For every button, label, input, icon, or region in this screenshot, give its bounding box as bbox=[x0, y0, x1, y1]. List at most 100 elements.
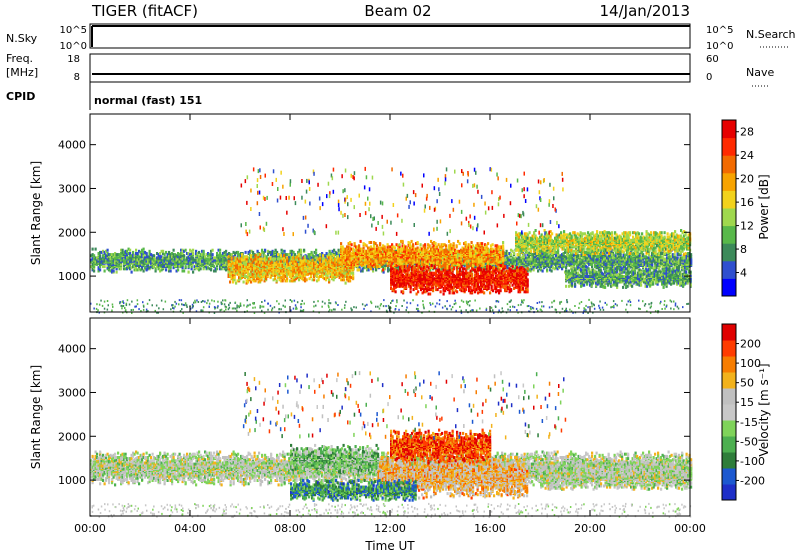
power-cell bbox=[333, 248, 336, 252]
power-cell bbox=[570, 254, 573, 258]
power-cell bbox=[612, 260, 615, 264]
power-cell bbox=[139, 257, 142, 261]
power-cell bbox=[99, 268, 102, 272]
power-cell bbox=[118, 253, 121, 257]
power-cell bbox=[213, 265, 216, 269]
power-cell bbox=[520, 256, 523, 260]
power-cell bbox=[280, 248, 283, 252]
power-cell bbox=[93, 254, 96, 258]
power-cell bbox=[513, 267, 516, 271]
power-cell bbox=[150, 253, 153, 257]
power-cell bbox=[513, 261, 516, 265]
power-cell bbox=[223, 267, 226, 271]
power-cell bbox=[127, 252, 130, 255]
power-cell bbox=[514, 256, 517, 260]
power-cell bbox=[109, 269, 112, 273]
power-cell bbox=[571, 256, 574, 260]
power-cell bbox=[220, 254, 223, 258]
power-cell bbox=[361, 267, 364, 271]
power-cell bbox=[322, 254, 325, 258]
power-cell bbox=[124, 249, 127, 253]
power-cell bbox=[130, 254, 133, 258]
power-cell bbox=[610, 259, 613, 263]
power-cell bbox=[148, 252, 151, 255]
power-cell bbox=[435, 267, 438, 271]
power-cell bbox=[330, 252, 333, 255]
power-cell bbox=[549, 268, 552, 272]
power-cell bbox=[329, 255, 332, 259]
power-cell bbox=[142, 269, 145, 273]
power-cell bbox=[175, 269, 178, 273]
power-cell bbox=[555, 264, 558, 267]
power-cell bbox=[214, 267, 217, 271]
power-cell bbox=[291, 253, 294, 257]
power-cell bbox=[529, 267, 532, 271]
power-cell bbox=[603, 262, 606, 266]
power-cell bbox=[271, 254, 274, 258]
power-cell bbox=[151, 259, 154, 263]
power-cell bbox=[234, 252, 237, 255]
power-cell bbox=[288, 253, 291, 257]
power-cell bbox=[562, 252, 565, 255]
power-cell bbox=[336, 252, 339, 255]
power-cell bbox=[520, 258, 523, 262]
power-cell bbox=[168, 267, 171, 271]
power-cell bbox=[220, 267, 223, 271]
power-cell bbox=[225, 257, 228, 261]
power-cell bbox=[189, 261, 192, 265]
cpid-value: normal (fast) 151 bbox=[94, 94, 202, 107]
power-cell bbox=[360, 269, 363, 273]
power-cell bbox=[591, 265, 594, 269]
power-cell bbox=[181, 262, 184, 266]
power-cell bbox=[564, 255, 567, 259]
power-cell bbox=[237, 250, 240, 254]
power-cell bbox=[189, 248, 192, 252]
power-cell bbox=[135, 255, 138, 259]
power-cell bbox=[306, 255, 309, 259]
power-cell bbox=[99, 250, 102, 254]
power-cell bbox=[595, 270, 598, 274]
power-cell bbox=[165, 264, 168, 267]
power-cell bbox=[597, 261, 600, 265]
power-cell bbox=[204, 255, 207, 259]
power-cell bbox=[519, 261, 522, 265]
power-cell bbox=[108, 260, 111, 264]
power-cell bbox=[561, 262, 564, 266]
power-cell bbox=[525, 268, 528, 272]
power-cell bbox=[177, 252, 180, 255]
power-cell bbox=[186, 252, 189, 255]
power-cell bbox=[372, 269, 375, 273]
power-cell bbox=[159, 254, 162, 258]
power-cell bbox=[199, 253, 202, 257]
power-cell bbox=[141, 267, 144, 271]
nsearch-tick-top: 10^5 bbox=[706, 25, 733, 36]
power-cell bbox=[364, 266, 367, 270]
power-cell bbox=[601, 262, 604, 266]
power-cell bbox=[204, 261, 207, 265]
power-cell bbox=[102, 265, 105, 269]
power-cell bbox=[147, 267, 150, 271]
power-cell bbox=[594, 254, 597, 258]
power-cell bbox=[550, 261, 553, 265]
power-cell bbox=[588, 257, 591, 261]
power-cell bbox=[141, 259, 144, 263]
power-cell bbox=[552, 266, 555, 270]
power-cell bbox=[294, 253, 297, 257]
cpid-strip: CPID normal (fast) 151 bbox=[6, 82, 202, 110]
power-cell bbox=[214, 269, 217, 273]
power-cell bbox=[292, 250, 295, 254]
power-cell bbox=[216, 252, 219, 255]
power-cell bbox=[409, 267, 412, 271]
power-cell bbox=[508, 262, 511, 266]
power-cell bbox=[525, 256, 528, 260]
power-cell bbox=[601, 255, 604, 259]
power-cell bbox=[114, 257, 117, 261]
power-cell bbox=[187, 265, 190, 269]
power-cell bbox=[165, 268, 168, 272]
power-cell bbox=[358, 266, 361, 270]
power-cell bbox=[205, 257, 208, 261]
power-cell bbox=[286, 253, 289, 257]
power-cell bbox=[168, 269, 171, 273]
power-cell bbox=[180, 264, 183, 267]
